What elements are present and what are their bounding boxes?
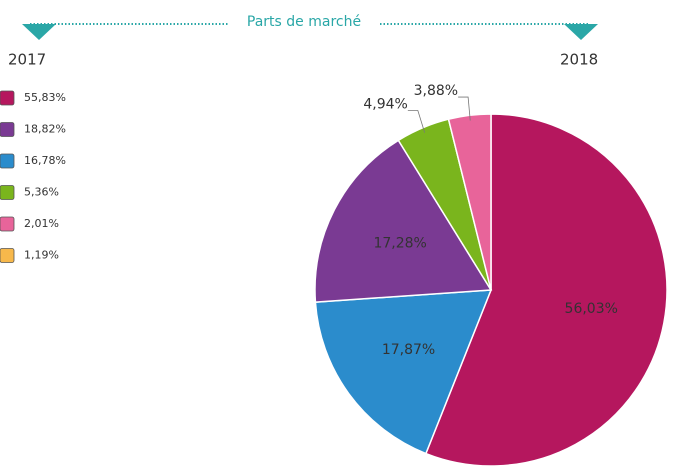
header-arrow xyxy=(22,24,56,40)
swatch xyxy=(0,185,15,200)
value-label: 56,03% xyxy=(565,301,618,317)
pie-slice xyxy=(314,139,493,303)
swatch xyxy=(0,216,15,232)
value-label: 55,83% xyxy=(24,91,66,104)
year-label: 2017 xyxy=(8,51,46,69)
swatch xyxy=(0,122,15,137)
swatch xyxy=(0,153,15,169)
pie-slice xyxy=(424,113,668,467)
leader-line xyxy=(407,110,426,133)
leader-line xyxy=(458,96,471,121)
year-label: 2018 xyxy=(560,51,598,69)
value-label: 18,82% xyxy=(24,123,66,136)
swatch xyxy=(0,248,15,263)
value-label: 5,36% xyxy=(24,186,59,199)
title: Parts de marché xyxy=(247,14,361,30)
value-label: 2,01% xyxy=(24,217,59,230)
pie-slice xyxy=(314,289,493,455)
value-label: 4,94% xyxy=(363,96,407,112)
value-label: 1,19% xyxy=(24,249,59,262)
value-label: 17,28% xyxy=(373,235,426,251)
header-arrow xyxy=(564,24,598,40)
value-label: 3,88% xyxy=(414,83,458,99)
swatch xyxy=(0,90,15,106)
value-label: 17,87% xyxy=(382,342,435,358)
value-label: 16,78% xyxy=(24,154,66,167)
